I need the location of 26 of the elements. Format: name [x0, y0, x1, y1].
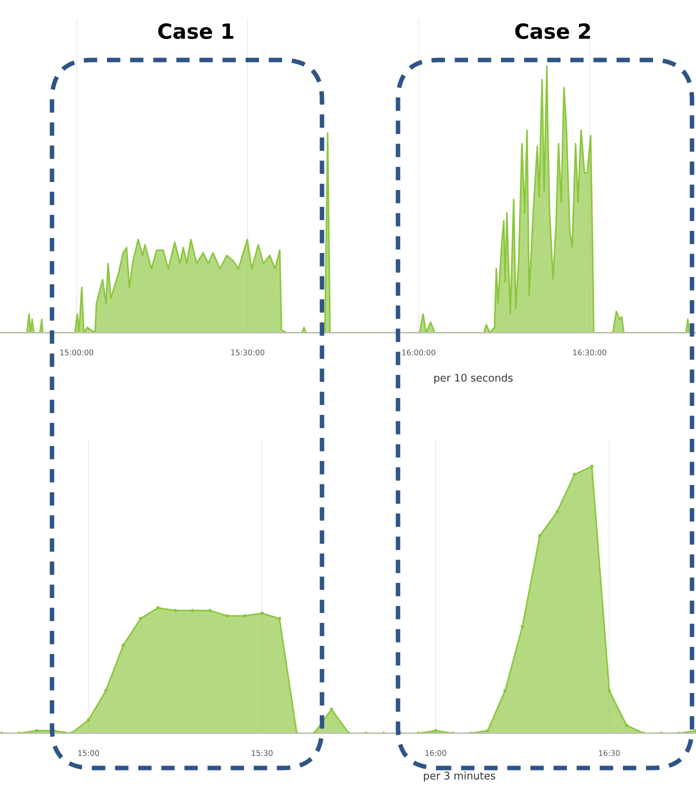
point — [434, 728, 438, 732]
point — [624, 724, 628, 728]
text: Case 1 — [158, 23, 234, 40]
point — [503, 688, 507, 692]
point — [555, 510, 559, 514]
point — [242, 614, 246, 618]
point — [520, 624, 524, 628]
point — [278, 616, 282, 620]
point — [590, 464, 594, 468]
point — [104, 688, 108, 692]
point — [572, 472, 576, 476]
point — [330, 708, 334, 712]
x-axis-title: per 3 minutes — [424, 772, 496, 782]
point — [156, 606, 160, 610]
point — [34, 728, 38, 732]
point — [607, 688, 611, 692]
x-axis-title: per 10 seconds — [434, 374, 513, 384]
point — [486, 728, 490, 732]
point — [190, 608, 194, 612]
point — [226, 614, 230, 618]
point — [121, 644, 125, 647]
point — [538, 534, 542, 538]
text: Case 2 — [515, 23, 590, 40]
point — [138, 616, 142, 620]
point — [260, 611, 264, 615]
point — [174, 608, 178, 612]
